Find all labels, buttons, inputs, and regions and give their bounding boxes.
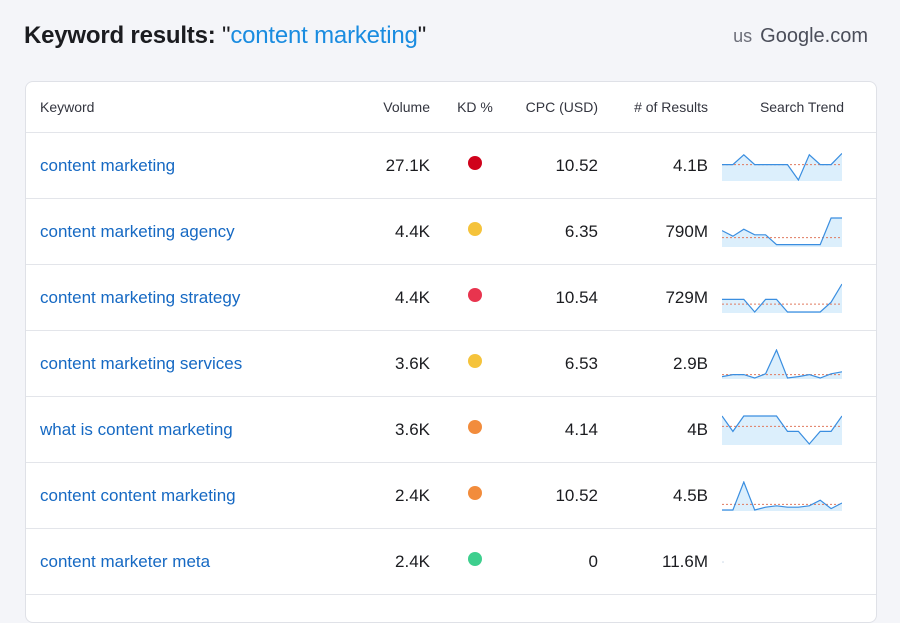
column-header-kd[interactable]: KD % xyxy=(457,99,493,115)
keyword-cell: content marketing strategy xyxy=(26,288,352,308)
volume-cell: 2.4K xyxy=(395,485,430,505)
kd-difficulty-dot xyxy=(468,222,482,237)
sparkline-empty-marker xyxy=(722,560,724,563)
kd-difficulty-dot xyxy=(468,156,482,171)
trend-cell xyxy=(708,151,858,181)
table-body: content marketing 27.1K 10.52 4.1B content m… xyxy=(26,133,876,595)
sparkline-area xyxy=(722,217,842,247)
results-cell: 4B xyxy=(687,419,708,439)
keyword-cell: content marketing xyxy=(26,156,352,176)
table-row: content content marketing 2.4K 10.52 4.5B xyxy=(26,463,876,529)
kd-difficulty-dot xyxy=(468,288,482,303)
kd-difficulty-dot xyxy=(468,552,482,567)
keyword-link[interactable]: content marketing agency xyxy=(40,221,235,241)
trend-cell xyxy=(708,547,858,577)
sparkline-line xyxy=(722,414,842,445)
column-header-volume[interactable]: Volume xyxy=(383,99,430,115)
keyword-link[interactable]: content marketing services xyxy=(40,353,243,373)
sparkline-area xyxy=(722,152,842,181)
quote-open: " xyxy=(222,22,231,49)
results-cell: 729M xyxy=(665,287,708,307)
keyword-cell: content content marketing xyxy=(26,486,352,506)
search-trend-sparkline xyxy=(722,560,724,563)
keyword-cell: content marketing services xyxy=(26,354,352,374)
search-trend-sparkline xyxy=(722,348,842,379)
country-code: us xyxy=(733,25,753,46)
cpc-cell: 6.53 xyxy=(564,353,598,373)
keyword-cell: content marketing agency xyxy=(26,222,352,242)
volume-cell: 4.4K xyxy=(395,221,430,241)
database-name: Google.com xyxy=(760,24,868,47)
sparkline-line xyxy=(722,348,842,379)
search-trend-sparkline xyxy=(722,414,842,445)
table-row: content marketing agency 4.4K 6.35 790M xyxy=(26,199,876,265)
column-header-keyword[interactable]: Keyword xyxy=(40,99,95,115)
kd-difficulty-dot xyxy=(468,486,482,501)
table-row: content marketing 27.1K 10.52 4.1B xyxy=(26,133,876,199)
volume-cell: 4.4K xyxy=(395,287,430,307)
keyword-table: Keyword Volume KD % CPC (USD) # of Resul… xyxy=(25,81,877,623)
kd-difficulty-dot xyxy=(468,420,482,435)
volume-cell: 3.6K xyxy=(395,353,430,373)
trend-cell xyxy=(708,348,858,379)
results-cell: 2.9B xyxy=(673,353,708,373)
cpc-cell: 10.52 xyxy=(555,155,598,175)
column-header-trend: Search Trend xyxy=(759,99,844,115)
table-row: content marketing strategy 4.4K 10.54 729M xyxy=(26,265,876,331)
search-trend-sparkline xyxy=(722,480,842,511)
quote-close: " xyxy=(417,22,427,49)
trend-cell xyxy=(708,283,858,313)
table-row: content marketer meta 2.4K 0 11.6M xyxy=(26,529,876,595)
cpc-cell: 10.54 xyxy=(555,287,598,307)
keyword-link[interactable]: content marketing xyxy=(40,155,176,175)
keyword-link[interactable]: content marketer meta xyxy=(40,551,211,571)
table-row: content marketing services 3.6K 6.53 2.9B xyxy=(26,331,876,397)
page-header: Keyword results: "content marketing" us … xyxy=(24,18,868,54)
page-title: Keyword results: "content marketing" xyxy=(24,22,426,50)
search-trend-sparkline xyxy=(722,283,842,313)
results-cell: 4.1B xyxy=(673,155,708,175)
kd-cell xyxy=(430,288,520,308)
keyword-link[interactable]: content content marketing xyxy=(40,485,236,505)
sparkline-area xyxy=(722,283,842,313)
cpc-cell: 10.52 xyxy=(555,485,598,505)
column-header-cpc[interactable]: CPC (USD) xyxy=(525,99,598,115)
results-cell: 790M xyxy=(665,221,708,241)
sparkline-line xyxy=(722,480,842,511)
volume-cell: 27.1K xyxy=(385,155,430,175)
cpc-cell: 6.35 xyxy=(564,221,598,241)
results-cell: 11.6M xyxy=(662,551,708,571)
keyword-link[interactable]: what is content marketing xyxy=(40,419,233,439)
sparkline-line xyxy=(722,152,842,181)
kd-cell xyxy=(430,486,520,506)
sparkline-line xyxy=(722,283,842,313)
kd-difficulty-dot xyxy=(468,354,482,369)
search-trend-sparkline xyxy=(722,216,842,247)
database-selector[interactable]: us Google.com xyxy=(733,25,868,48)
keyword-cell: what is content marketing xyxy=(26,420,352,440)
title-label: Keyword results: xyxy=(24,22,216,49)
results-cell: 4.5B xyxy=(673,485,708,505)
keyword-cell: content marketer meta xyxy=(26,552,352,572)
sparkline-line xyxy=(722,216,842,245)
sparkline-area xyxy=(722,415,842,445)
column-header-results[interactable]: # of Results xyxy=(634,99,708,115)
search-trend-sparkline xyxy=(722,152,842,181)
volume-cell: 3.6K xyxy=(395,419,430,439)
kd-cell xyxy=(430,156,520,176)
keyword-link[interactable]: content marketing strategy xyxy=(40,287,241,307)
kd-cell xyxy=(430,420,520,440)
table-row: what is content marketing 3.6K 4.14 4B xyxy=(26,397,876,463)
volume-cell: 2.4K xyxy=(395,551,430,571)
kd-cell xyxy=(430,354,520,374)
query-keyword: content marketing xyxy=(230,22,418,49)
trend-cell xyxy=(708,216,858,247)
table-header: Keyword Volume KD % CPC (USD) # of Resul… xyxy=(26,82,876,133)
cpc-cell: 4.14 xyxy=(564,419,598,439)
trend-cell xyxy=(708,414,858,445)
kd-cell xyxy=(430,552,520,572)
trend-cell xyxy=(708,480,858,511)
kd-cell xyxy=(430,222,520,242)
cpc-cell: 0 xyxy=(588,551,598,571)
